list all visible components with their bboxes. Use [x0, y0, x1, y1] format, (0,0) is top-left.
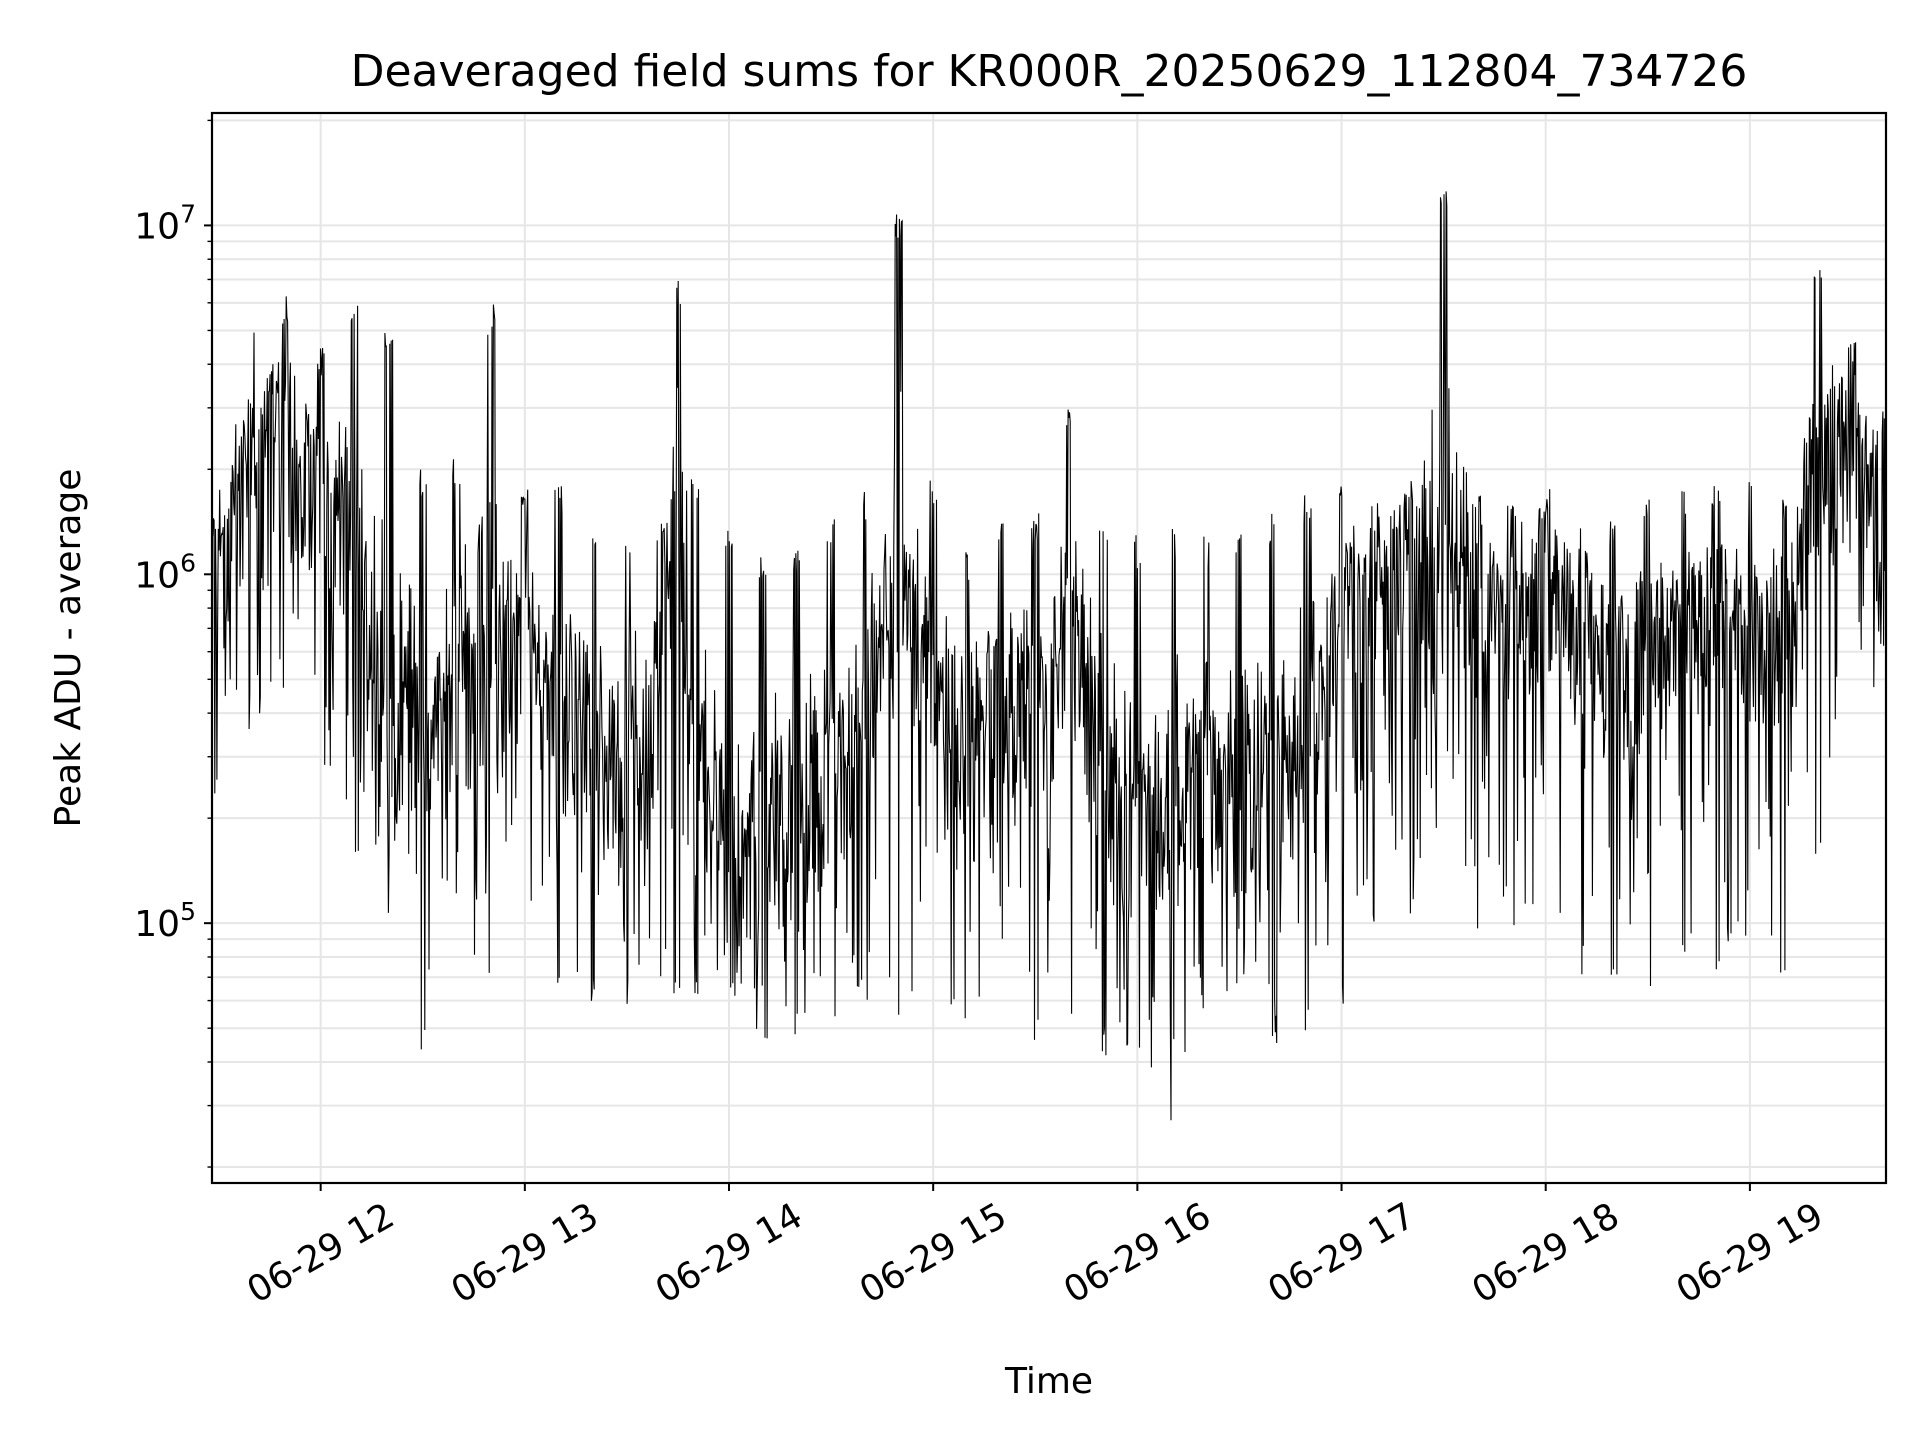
y-tick-exponent: 7	[180, 199, 196, 228]
grid	[212, 113, 1886, 1183]
series-layer	[211, 191, 1887, 1121]
y-tick-mantissa: 10	[134, 206, 180, 247]
y-tick-label: 107	[134, 199, 196, 247]
x-axis-label: Time	[1004, 1361, 1093, 1402]
y-tick-exponent: 6	[180, 548, 196, 577]
y-tick-mantissa: 10	[134, 904, 180, 945]
y-tick-label: 106	[134, 548, 196, 596]
y-axis-label: Peak ADU - average	[48, 469, 89, 828]
y-tick-label: 105	[134, 897, 196, 945]
series-line	[211, 191, 1887, 1121]
plot-frame	[210, 111, 1888, 1185]
y-tick-mantissa: 10	[134, 555, 180, 596]
chart-title: Deaveraged field sums for KR000R_2025062…	[351, 46, 1748, 97]
y-tick-exponent: 5	[180, 897, 196, 926]
